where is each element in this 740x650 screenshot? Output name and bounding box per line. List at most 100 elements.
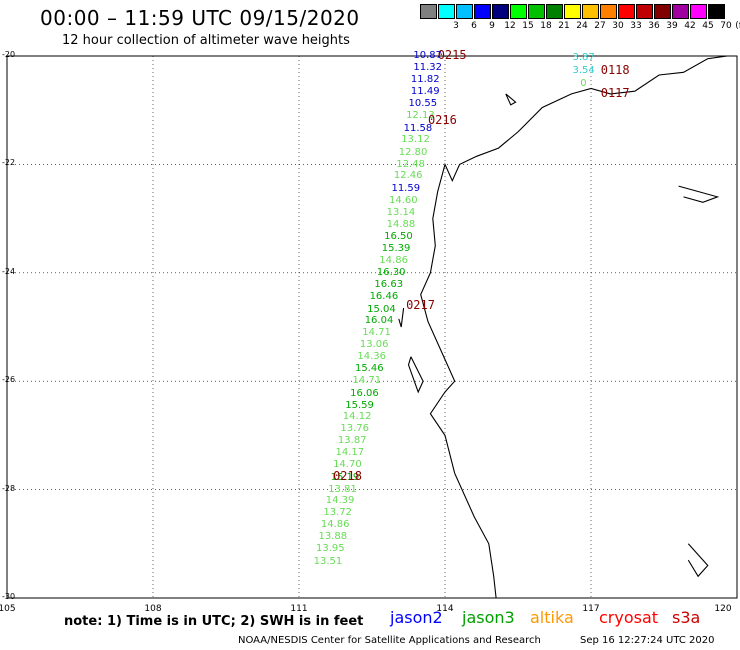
latitude-label: -26 <box>2 375 16 385</box>
wave-height-value: 16.63 <box>374 279 404 291</box>
barrow-island-outline <box>505 93 517 106</box>
island-outline <box>398 307 405 328</box>
pass-time-label: 0117 <box>600 85 630 100</box>
legend-swatch-label: 15 <box>522 21 534 31</box>
wave-height-value: 0 <box>580 78 587 90</box>
wave-height-value: 14.86 <box>320 519 350 531</box>
legend-swatch <box>510 4 527 19</box>
wave-height-value: 13.95 <box>316 543 345 555</box>
legend-swatch-label: 42 <box>684 21 696 31</box>
legend-swatch-label: 21 <box>558 21 570 31</box>
legend-swatch <box>528 4 545 19</box>
wave-height-value: 14.17 <box>335 447 365 459</box>
legend-swatch-label: 39 <box>666 21 678 31</box>
wave-height-value: 12.48 <box>396 158 425 170</box>
graticule-grid <box>7 56 737 598</box>
legend-swatch <box>654 4 671 19</box>
wave-height-value: 14.60 <box>389 194 418 206</box>
coastline <box>398 55 728 599</box>
legend-swatch <box>546 4 563 19</box>
legend-swatch-label: 36 <box>648 21 660 31</box>
longitude-label: 111 <box>290 604 308 614</box>
legend-swatch <box>420 4 437 19</box>
wave-height-value: 14.88 <box>386 219 416 231</box>
inland-lake-outline <box>687 543 709 578</box>
wave-height-value: 16.46 <box>369 291 399 303</box>
wave-height-value: 14.12 <box>342 411 372 423</box>
wave-height-value: 11.49 <box>410 86 440 98</box>
latitude-label: -20 <box>2 50 16 59</box>
legend-swatch-label: 18 <box>540 21 552 31</box>
chart-title: 00:00 – 11:59 UTC 09/15/2020 <box>40 6 360 30</box>
legend-swatch-label: 9 <box>489 21 495 31</box>
satellite-name: altika <box>530 608 574 627</box>
wave-height-value: 14.36 <box>357 351 387 363</box>
longitude-label: 114 <box>436 604 454 614</box>
satellite-name: s3a <box>672 608 701 627</box>
chart-subtitle: 12 hour collection of altimeter wave hei… <box>62 33 350 48</box>
legend-swatch-label: 33 <box>630 21 642 31</box>
wave-height-value: 11.32 <box>413 61 442 73</box>
latitude-label: -30 <box>2 592 16 601</box>
latitude-label: -28 <box>2 483 16 493</box>
wave-height-value: 16.30 <box>376 267 406 279</box>
legend-swatch <box>492 4 509 19</box>
wave-height-value: 13.76 <box>340 423 369 435</box>
generated-timestamp: Sep 16 12:27:24 UTC 2020 <box>580 635 715 646</box>
wave-height-value: 12.13 <box>406 110 435 122</box>
wave-height-value: 13.14 <box>386 207 416 219</box>
color-legend <box>420 4 726 20</box>
legend-swatch-label: 45 <box>702 21 714 31</box>
satellite-name: jason3 <box>462 608 515 627</box>
wave-height-value: 13.06 <box>359 339 389 351</box>
wave-height-value: 15.59 <box>345 399 374 411</box>
wave-height-value: 13.51 <box>313 555 343 567</box>
legend-swatch <box>564 4 581 19</box>
wave-height-value: 13.87 <box>337 435 367 447</box>
satellite-name: jason2 <box>390 608 443 627</box>
latitude-label: -22 <box>2 158 16 168</box>
wave-height-value: 14.71 <box>352 375 382 387</box>
longitude-label: 120 <box>714 604 732 614</box>
legend-swatch-label: 6 <box>471 21 477 31</box>
wave-height-value: 15.39 <box>381 243 411 255</box>
pass-time-label: 0216 <box>427 112 457 127</box>
legend-swatch <box>618 4 635 19</box>
pass-time-label: 0218 <box>333 468 362 483</box>
wave-height-value: 15.04 <box>367 303 396 315</box>
wave-height-value: 14.71 <box>362 327 391 339</box>
legend-swatch-label: 30 <box>612 21 624 31</box>
legend-swatch <box>636 4 653 19</box>
legend-swatch <box>438 4 455 19</box>
legend-swatch <box>600 4 617 19</box>
inland-lake-outline <box>678 185 720 203</box>
legend-swatch <box>456 4 473 19</box>
wave-height-value: 10.55 <box>408 98 438 110</box>
wave-height-value: 16.50 <box>384 230 413 242</box>
wave-height-value: 15.46 <box>354 363 384 375</box>
legend-swatch <box>708 4 725 19</box>
legend-swatch <box>672 4 689 19</box>
wave-height-value: 11.59 <box>391 182 421 194</box>
legend-swatch-label: 70 <box>720 21 732 31</box>
credit-line: NOAA/NESDIS Center for Satellite Applica… <box>238 635 541 646</box>
wave-height-value: 3.87 <box>572 52 595 64</box>
wave-height-value: 3.54 <box>572 64 595 76</box>
legend-swatch-label: 24 <box>576 21 588 31</box>
wave-height-value: 16.06 <box>350 387 379 399</box>
legend-unit: (ft) <box>735 21 740 31</box>
wave-height-value: 13.88 <box>318 531 348 543</box>
wave-height-value: 14.70 <box>333 459 362 471</box>
wave-height-value: 14.39 <box>325 495 355 507</box>
wave-height-value: 13.81 <box>328 483 357 495</box>
satellite-name: cryosat <box>599 608 659 627</box>
wave-height-value: 16.04 <box>364 315 394 327</box>
footer-note: note: 1) Time is in UTC; 2) SWH is in fe… <box>64 614 364 629</box>
longitude-label: 105 <box>0 604 16 614</box>
mainland-coastline <box>420 55 728 599</box>
longitude-label: 108 <box>144 604 162 614</box>
legend-swatch-label: 27 <box>594 21 606 31</box>
wave-height-value: 12.80 <box>398 146 428 158</box>
